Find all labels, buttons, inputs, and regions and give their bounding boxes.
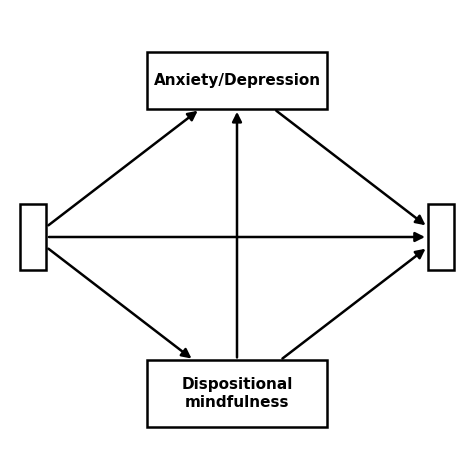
FancyBboxPatch shape [147, 360, 327, 427]
FancyArrowPatch shape [283, 250, 423, 358]
Text: Anxiety/Depression: Anxiety/Depression [154, 73, 320, 88]
FancyArrowPatch shape [49, 233, 422, 241]
FancyBboxPatch shape [20, 204, 46, 270]
FancyBboxPatch shape [147, 52, 327, 109]
FancyArrowPatch shape [48, 249, 189, 357]
FancyArrowPatch shape [233, 115, 241, 357]
FancyBboxPatch shape [428, 204, 454, 270]
FancyArrowPatch shape [48, 112, 195, 225]
FancyArrowPatch shape [276, 111, 423, 224]
Text: Dispositional
mindfulness: Dispositional mindfulness [182, 377, 292, 410]
